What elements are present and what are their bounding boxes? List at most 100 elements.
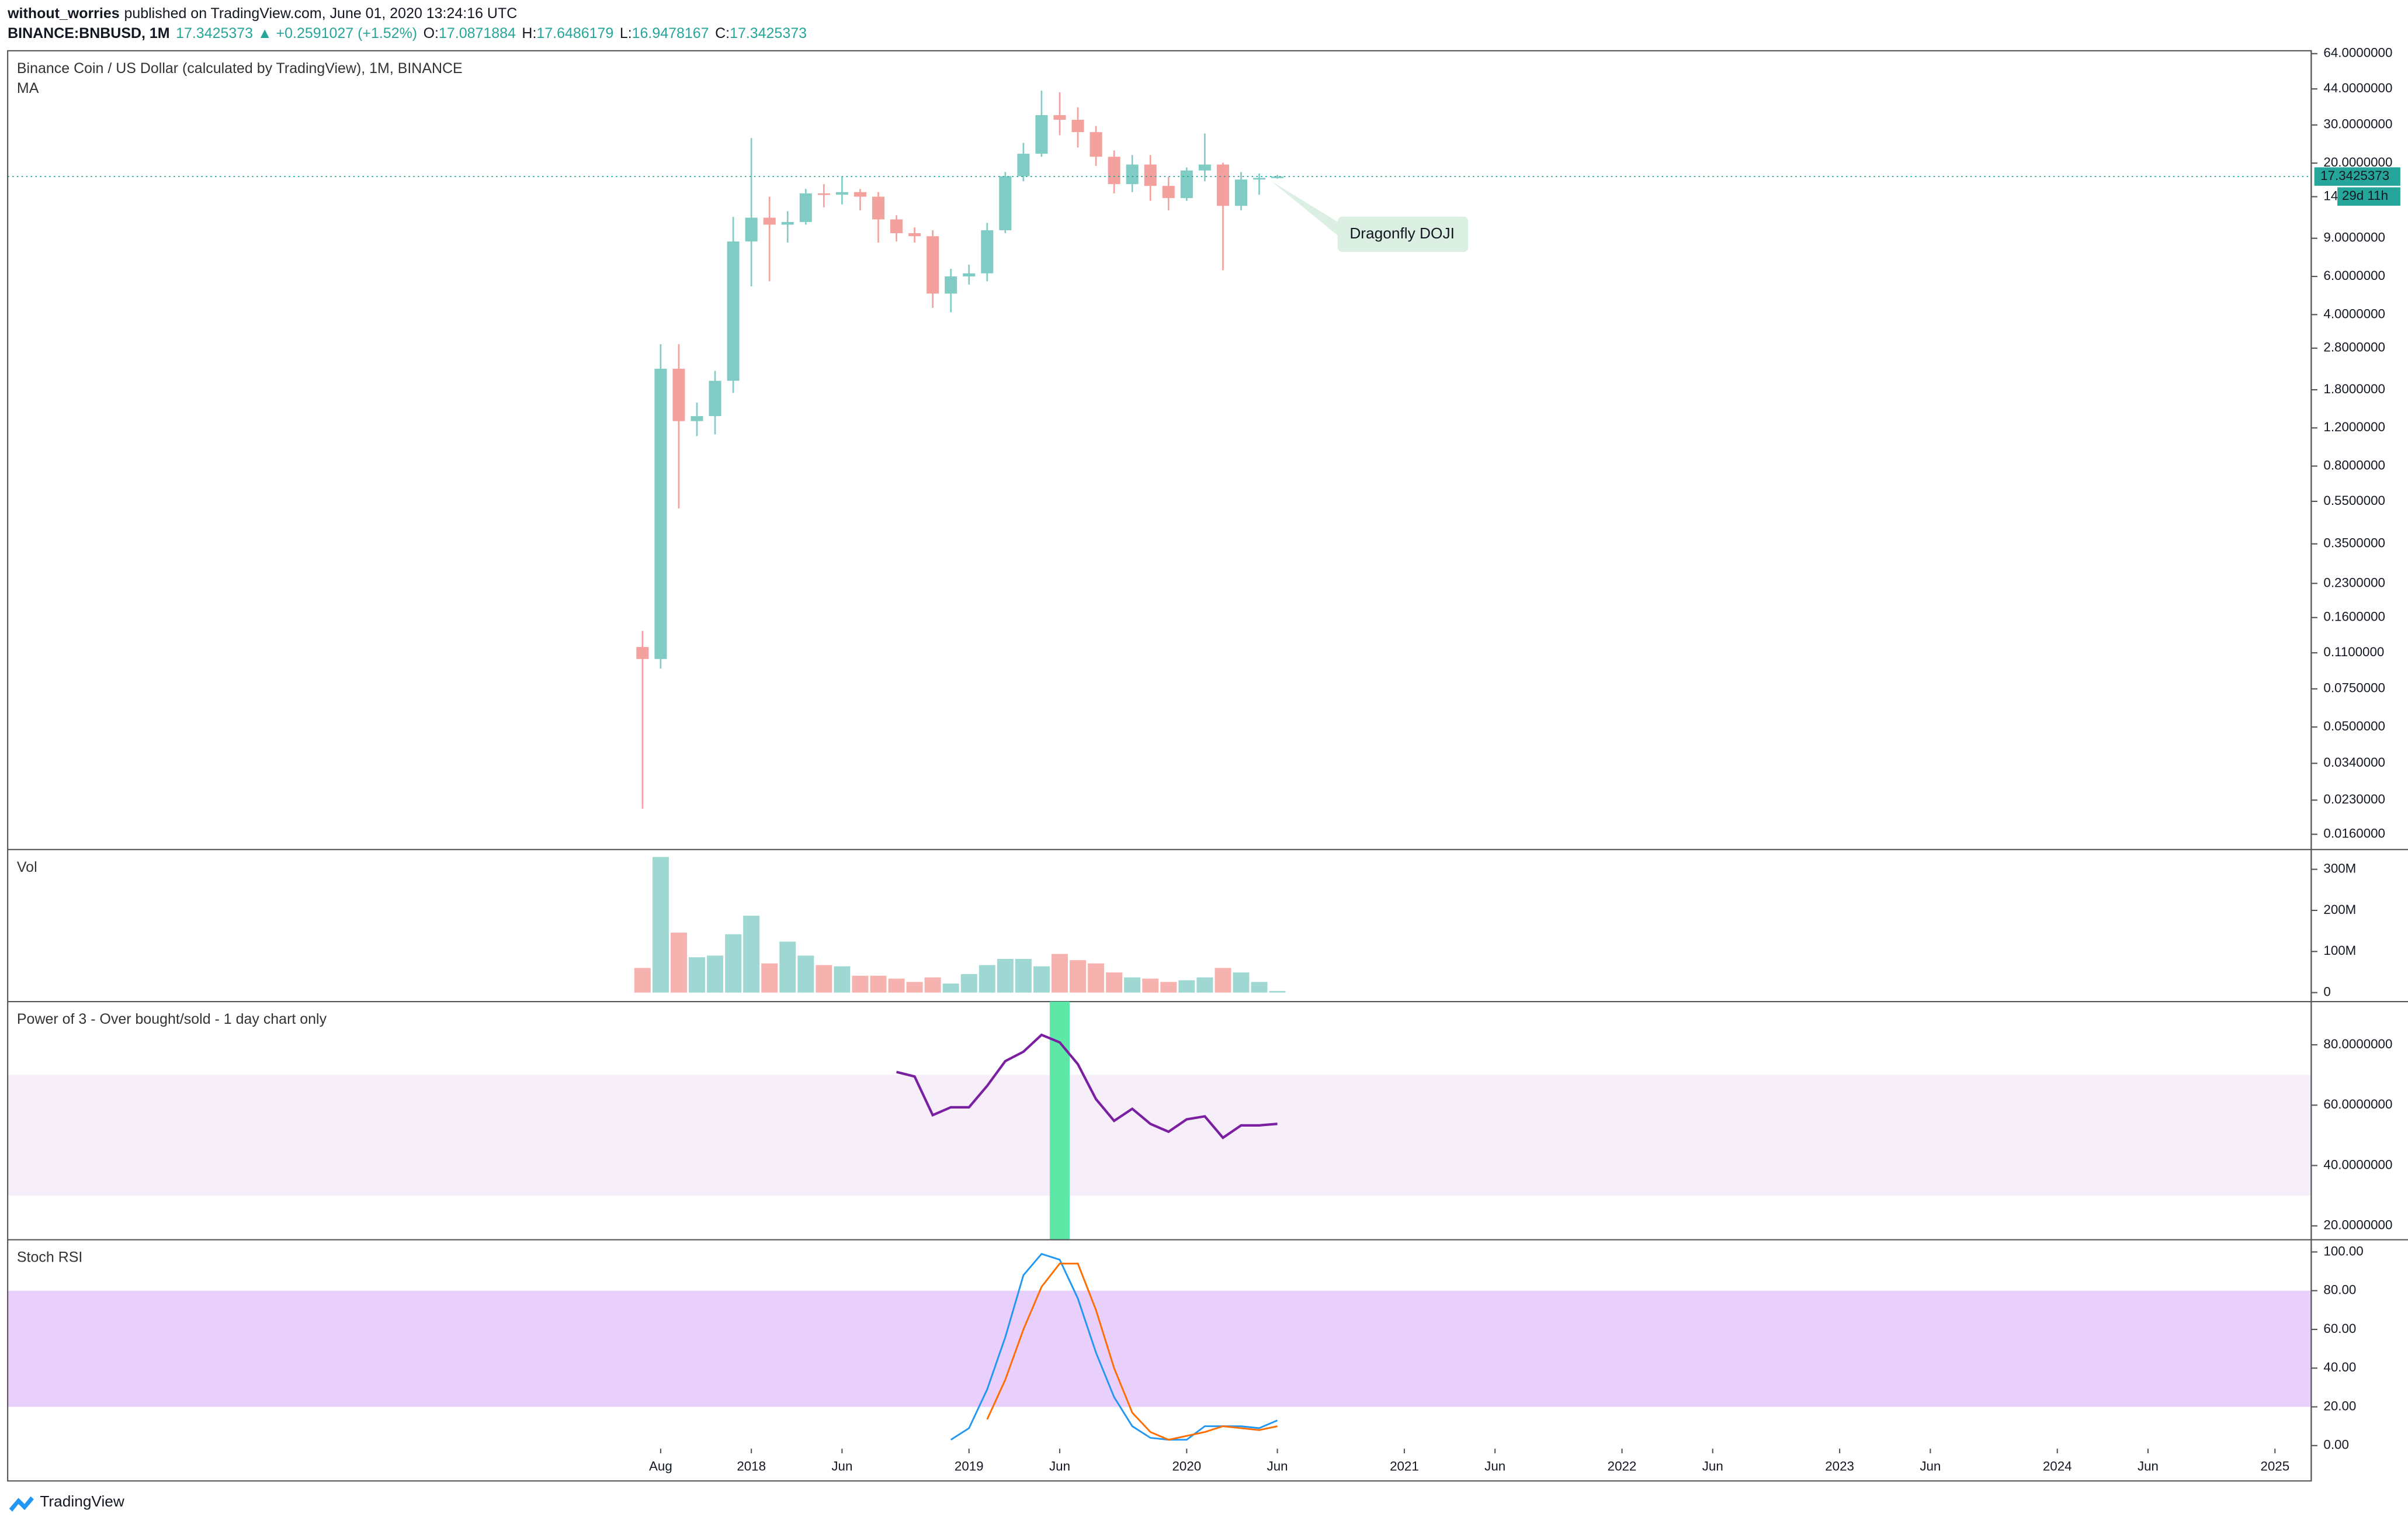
volume-bar bbox=[906, 982, 923, 993]
candle-body bbox=[1035, 115, 1048, 154]
volume-bar bbox=[743, 916, 760, 993]
volume-bar bbox=[1233, 972, 1250, 993]
candle-body bbox=[1234, 179, 1248, 206]
y-tick-label: 0 bbox=[2323, 985, 2330, 999]
candle-body bbox=[1053, 115, 1066, 120]
band bbox=[8, 1075, 2312, 1196]
volume-bar bbox=[1052, 954, 1068, 993]
y-tick-label: 40.0000000 bbox=[2323, 1157, 2392, 1172]
volume-bar bbox=[870, 975, 887, 993]
volume-bar bbox=[1033, 966, 1050, 993]
candle-body bbox=[927, 236, 939, 294]
candle-body bbox=[835, 192, 848, 195]
y-tick-label: 80.00 bbox=[2323, 1283, 2356, 1297]
y-tick-label: 2.8000000 bbox=[2323, 340, 2385, 355]
panel-title: Binance Coin / US Dollar (calculated by … bbox=[17, 60, 463, 77]
y-tick-label: 1.8000000 bbox=[2323, 382, 2385, 396]
x-tick-label: Jun bbox=[1049, 1459, 1070, 1474]
volume-bar bbox=[1160, 982, 1177, 993]
price-label-box bbox=[2314, 167, 2400, 186]
series-line bbox=[896, 1033, 1278, 1139]
volume-bar bbox=[1106, 972, 1123, 993]
x-tick-label: 2019 bbox=[955, 1459, 984, 1474]
y-tick-label: 300M bbox=[2323, 861, 2356, 876]
x-tick-label: 2021 bbox=[1390, 1459, 1419, 1474]
x-tick-label: 2020 bbox=[1172, 1459, 1202, 1474]
volume-bar bbox=[960, 974, 977, 993]
plot: Binance Coin / US Dollar (calculated by … bbox=[8, 46, 2408, 1474]
candle-body bbox=[1271, 176, 1284, 178]
y-tick-label: 64.0000000 bbox=[2323, 46, 2392, 60]
panel-title: Stoch RSI bbox=[17, 1249, 82, 1266]
candle-body bbox=[1071, 119, 1084, 133]
volume-bar bbox=[725, 934, 742, 993]
candle-body bbox=[763, 217, 776, 225]
x-tick-label: 2022 bbox=[1608, 1459, 1637, 1474]
candle-body bbox=[727, 241, 740, 381]
annotation-box bbox=[1337, 216, 1469, 252]
countdown: 29d 11h bbox=[2342, 188, 2388, 203]
candle-body bbox=[672, 369, 685, 421]
y-tick-label: 0.0750000 bbox=[2323, 681, 2385, 695]
volume-bar bbox=[942, 983, 959, 993]
candle-body bbox=[781, 221, 794, 225]
x-tick-label: 2024 bbox=[2043, 1459, 2072, 1474]
series-line bbox=[986, 1262, 1278, 1441]
volume-bar bbox=[779, 941, 796, 993]
volume-bar bbox=[707, 955, 724, 993]
y-tick-label: 0.0340000 bbox=[2323, 755, 2385, 770]
candle-body bbox=[872, 196, 885, 220]
y-tick-label: 0.2300000 bbox=[2323, 575, 2385, 590]
annotation: Dragonfly DOJI bbox=[1349, 224, 1455, 242]
annotation-pointer bbox=[1271, 181, 1340, 237]
candle-body bbox=[1017, 154, 1030, 176]
ohlc-value: 17.3425373 bbox=[730, 25, 807, 41]
x-tick-label: Aug bbox=[649, 1459, 672, 1474]
footer-logo: TradingView bbox=[9, 1492, 125, 1512]
y-tick-label: 30.0000000 bbox=[2323, 117, 2392, 131]
author: without_worries bbox=[7, 5, 119, 21]
candle-body bbox=[654, 369, 667, 659]
x-tick-label: Jun bbox=[1920, 1459, 1941, 1474]
candle-body bbox=[745, 217, 758, 242]
y-tick-label: 100M bbox=[2323, 943, 2356, 958]
candle-body bbox=[817, 193, 830, 195]
y-tick-label: 60.0000000 bbox=[2323, 1097, 2392, 1111]
ohlc-label: L: bbox=[620, 25, 632, 41]
volume-bar bbox=[1070, 960, 1087, 993]
candle-body bbox=[1108, 157, 1120, 185]
volume-bar bbox=[634, 968, 651, 993]
y-tick-label: 44.0000000 bbox=[2323, 81, 2392, 95]
x-tick-label: Jun bbox=[2138, 1459, 2159, 1474]
byline-text: published on TradingView.com, June 01, 2… bbox=[124, 5, 517, 21]
volume-bar bbox=[1178, 980, 1195, 993]
y-tick-label: 0.5500000 bbox=[2323, 493, 2385, 508]
candle-body bbox=[1144, 164, 1157, 186]
ohlc-value: 17.6486179 bbox=[536, 25, 613, 41]
volume-bar bbox=[761, 963, 778, 993]
candle-body bbox=[1126, 164, 1139, 185]
ohlc-label: O: bbox=[424, 25, 439, 41]
y-tick-label: 0.1600000 bbox=[2323, 609, 2385, 624]
volume-bar bbox=[997, 958, 1014, 993]
y-tick-label: 1.2000000 bbox=[2323, 420, 2385, 434]
symbol: BINANCE:BNBUSD, 1M bbox=[8, 25, 169, 41]
volume-bar bbox=[652, 857, 669, 993]
y-tick-label: 4.0000000 bbox=[2323, 306, 2385, 321]
volume-bar bbox=[1015, 958, 1032, 993]
ohlc-value: 17.0871884 bbox=[439, 25, 516, 41]
y-tick-label: 6.0000000 bbox=[2323, 268, 2385, 283]
y-tick-label: 200M bbox=[2323, 902, 2356, 917]
y-tick-label: 9.0000000 bbox=[2323, 230, 2385, 245]
byline: without_worries published on TradingView.… bbox=[7, 5, 517, 21]
candle-body bbox=[1090, 132, 1102, 157]
footer-text: TradingView bbox=[40, 1492, 125, 1510]
volume-bar bbox=[1196, 977, 1213, 993]
candle-body bbox=[1162, 186, 1175, 198]
countdown-box bbox=[2337, 187, 2400, 206]
y-tick-label: 0.3500000 bbox=[2323, 536, 2385, 550]
x-tick-label: 2018 bbox=[737, 1459, 766, 1474]
candle-body bbox=[999, 176, 1012, 231]
